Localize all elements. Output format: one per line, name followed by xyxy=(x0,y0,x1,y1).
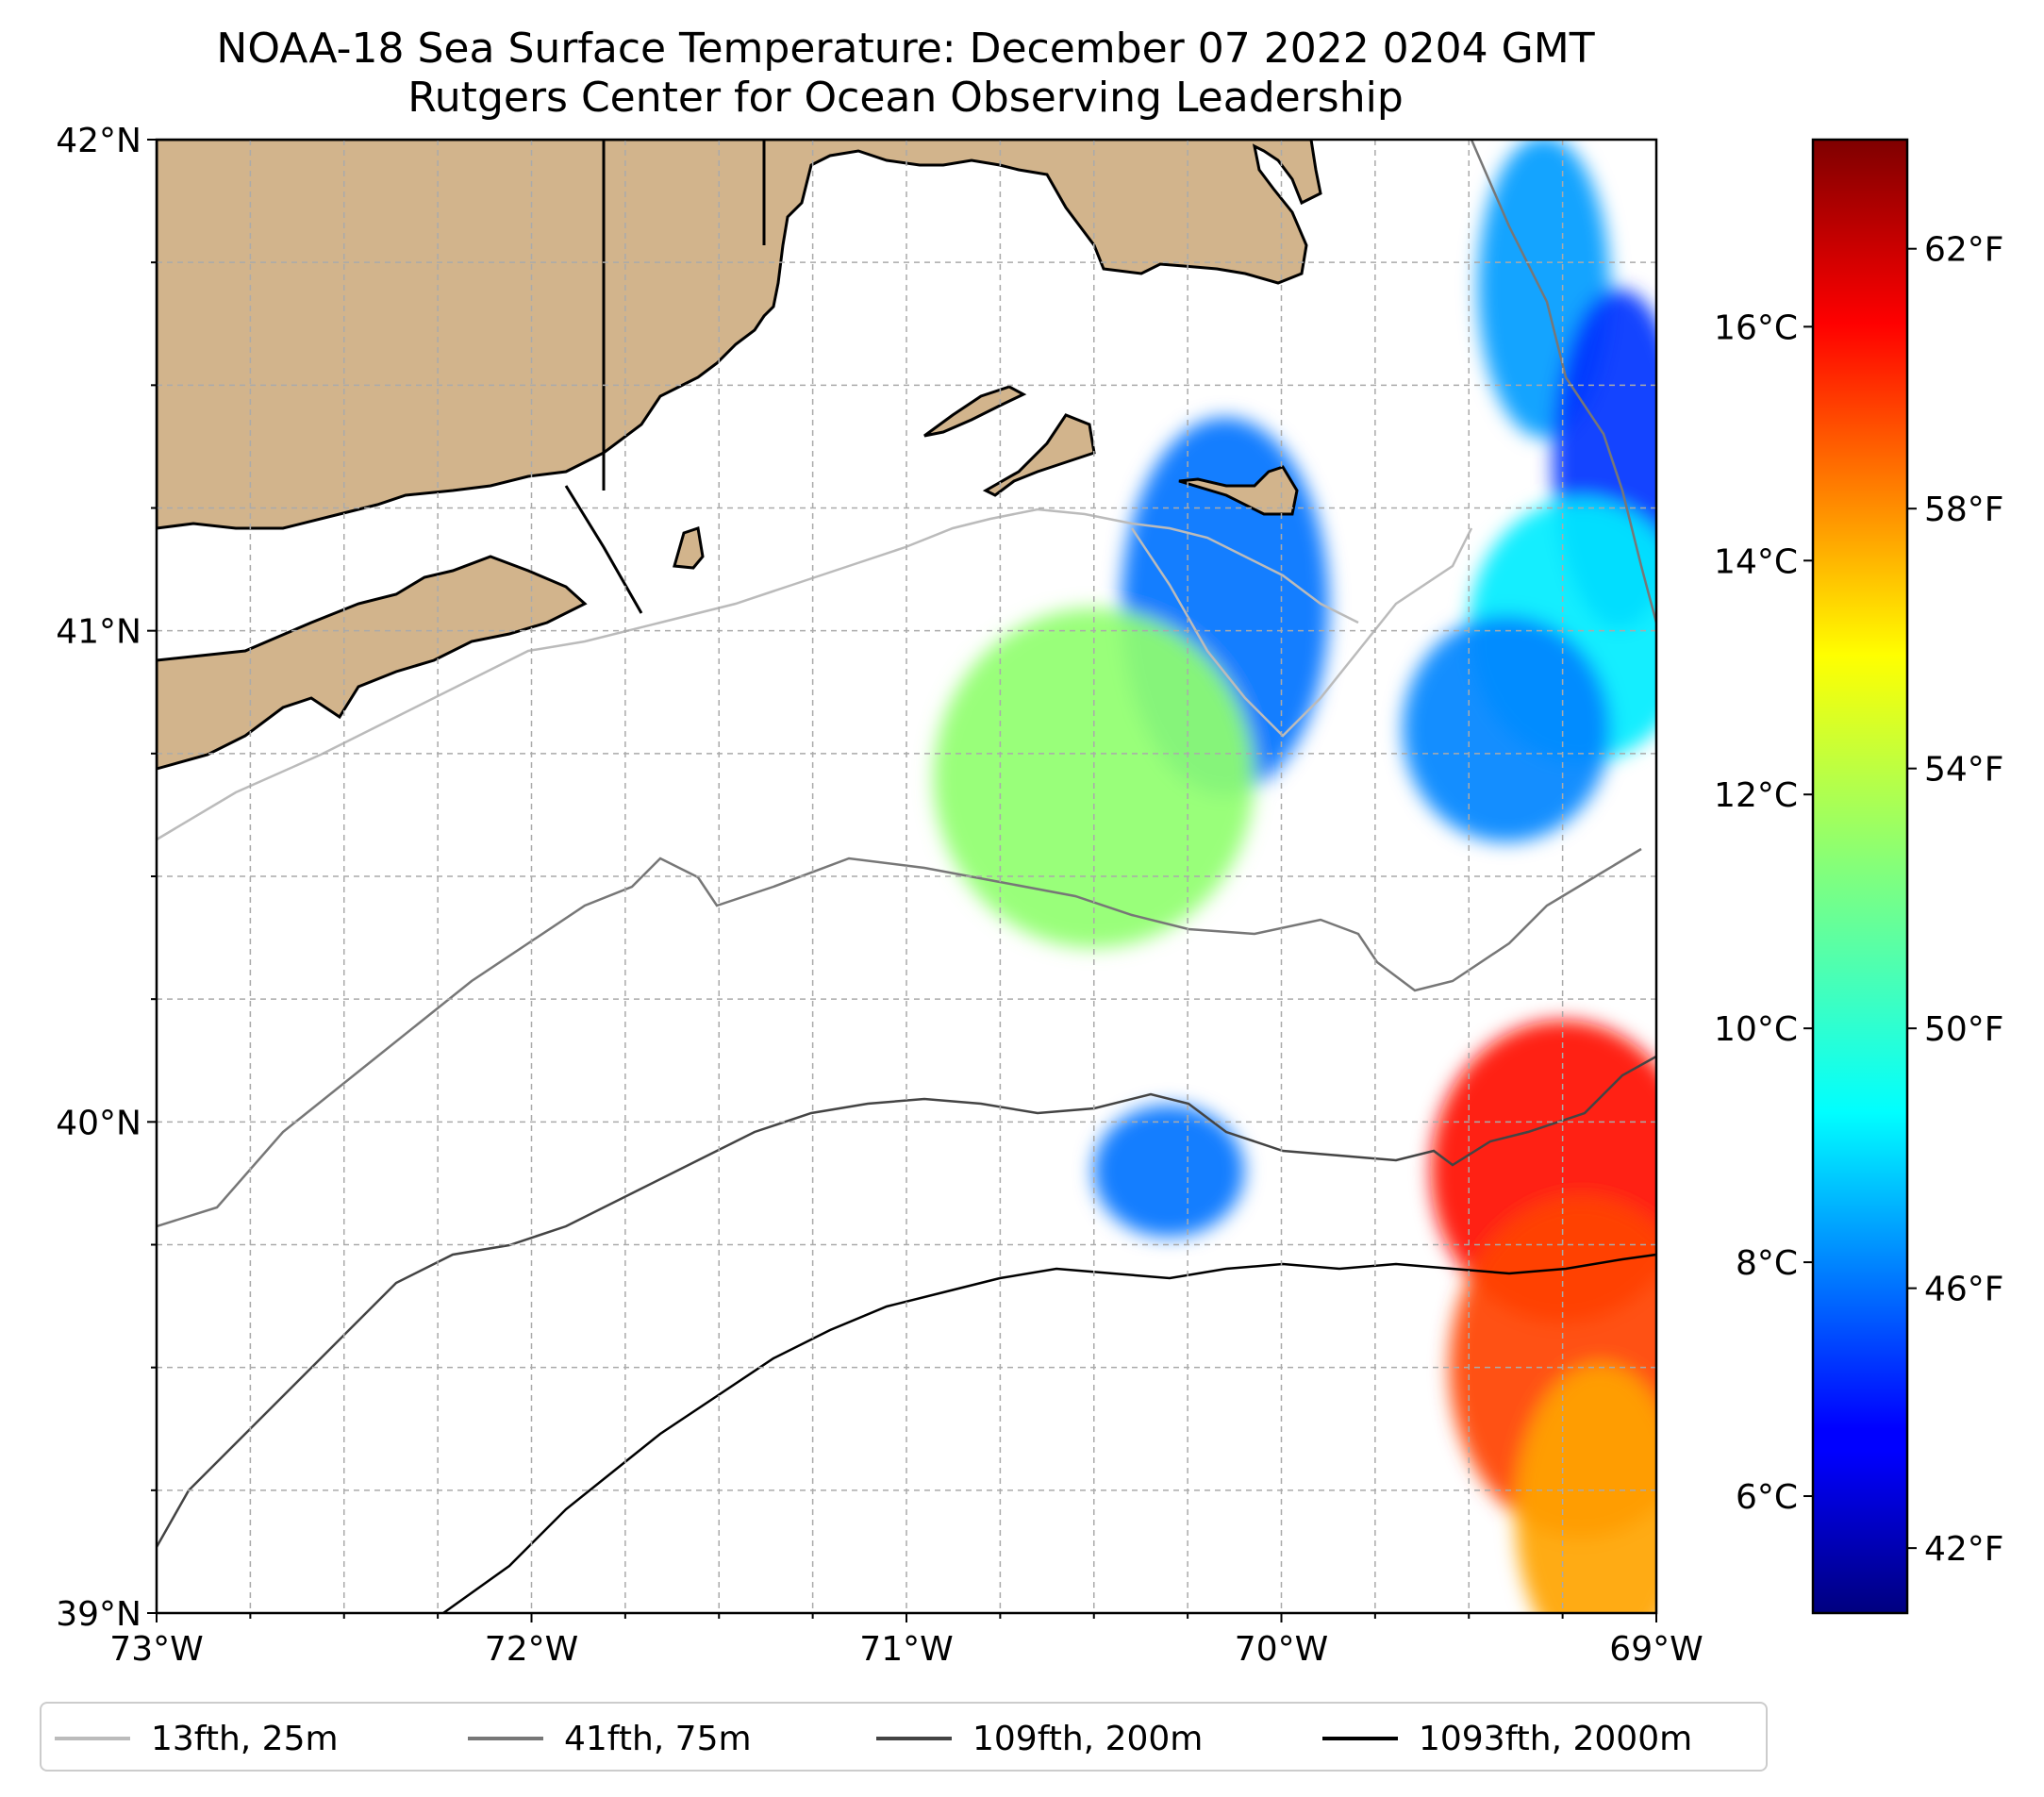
x-axis-ticks: 73°W 72°W 71°W 70°W 69°W xyxy=(109,1613,1703,1669)
legend-line-swatch xyxy=(55,1737,130,1740)
colorbar-celsius-label: 10°C xyxy=(1714,1010,1798,1049)
contour-line xyxy=(1470,140,1656,624)
gridlines xyxy=(157,140,1656,1613)
x-tick-label: 69°W xyxy=(1609,1630,1703,1669)
colorbar-ticks: 6°C 8°C 10°C 12°C 14°C 16°C 42°F 46°F 50°F 54°F 58… xyxy=(1714,231,2003,1569)
legend-item: 1093fth, 2000m xyxy=(1322,1704,1692,1773)
colorbar-celsius-label: 14°C xyxy=(1714,542,1798,581)
colorbar xyxy=(1811,138,1909,1615)
sst-map: 73°W 72°W 71°W 70°W 69°W 39°N 40°N 41°N 42°N 6°… xyxy=(56,122,2003,1669)
sst-patch xyxy=(1403,615,1610,842)
legend-line-swatch xyxy=(468,1737,543,1740)
contour-line xyxy=(442,1253,1656,1613)
colorbar-celsius-label: 6°C xyxy=(1736,1478,1798,1517)
legend-item: 109fth, 200m xyxy=(876,1704,1203,1773)
depth-legend: 13fth, 25m 41fth, 75m 109fth, 200m 1093fth,… xyxy=(40,1702,1768,1772)
contour-line xyxy=(1130,527,1473,738)
y-tick-label: 40°N xyxy=(56,1104,141,1142)
legend-line-swatch xyxy=(876,1737,952,1740)
land-elizabeth-islands xyxy=(923,385,1027,438)
colorbar-celsius-label: 12°C xyxy=(1714,776,1798,815)
sst-patch xyxy=(1093,1105,1245,1238)
y-tick-label: 42°N xyxy=(56,122,141,160)
map-title: NOAA-18 Sea Surface Temperature: Decembe… xyxy=(216,25,1595,73)
colorbar-fahrenheit-label: 54°F xyxy=(1924,751,2004,790)
colorbar-fahrenheit-label: 46°F xyxy=(1924,1271,2004,1309)
legend-label: 1093fth, 2000m xyxy=(1419,1719,1693,1758)
legend-label: 41fth, 75m xyxy=(564,1719,752,1758)
colorbar-celsius-label: 8°C xyxy=(1736,1244,1798,1283)
land-block-island xyxy=(673,526,705,570)
legend-line-swatch xyxy=(1322,1737,1398,1740)
sst-patch xyxy=(1515,1363,1656,1613)
land-layer xyxy=(157,140,1322,771)
colorbar-celsius-label: 16°C xyxy=(1714,308,1798,347)
land-long-island xyxy=(157,555,588,771)
legend-item: 41fth, 75m xyxy=(468,1704,752,1773)
x-tick-label: 72°W xyxy=(485,1630,578,1669)
land-mainland xyxy=(157,140,1322,530)
y-tick-label: 39°N xyxy=(56,1595,141,1634)
legend-item: 13fth, 25m xyxy=(55,1704,339,1773)
x-tick-label: 70°W xyxy=(1235,1630,1328,1669)
contour-line xyxy=(157,507,1359,841)
colorbar-fahrenheit-label: 42°F xyxy=(1924,1530,2004,1569)
map-subtitle: Rutgers Center for Ocean Observing Leade… xyxy=(407,74,1404,122)
x-tick-label: 73°W xyxy=(109,1630,203,1669)
bathymetry-contours xyxy=(157,140,1656,1613)
y-tick-label: 41°N xyxy=(56,613,141,652)
x-tick-label: 71°W xyxy=(859,1630,953,1669)
colorbar-fahrenheit-label: 50°F xyxy=(1924,1010,2004,1049)
colorbar-fahrenheit-label: 58°F xyxy=(1924,491,2004,529)
state-borders xyxy=(564,140,766,614)
contour-line xyxy=(157,847,1642,1228)
colorbar-fahrenheit-label: 62°F xyxy=(1924,231,2004,270)
legend-label: 109fth, 200m xyxy=(972,1719,1204,1758)
legend-label: 13fth, 25m xyxy=(151,1719,339,1758)
y-axis-ticks: 39°N 40°N 41°N 42°N xyxy=(56,122,157,1634)
contour-line xyxy=(157,1055,1656,1548)
